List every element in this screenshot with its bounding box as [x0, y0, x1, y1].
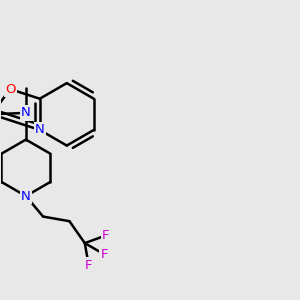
Text: N: N	[21, 190, 31, 202]
Text: N: N	[35, 123, 45, 136]
Text: F: F	[100, 248, 108, 261]
Text: O: O	[5, 82, 15, 96]
Text: N: N	[21, 106, 31, 119]
Text: F: F	[102, 229, 110, 242]
Text: F: F	[85, 259, 92, 272]
